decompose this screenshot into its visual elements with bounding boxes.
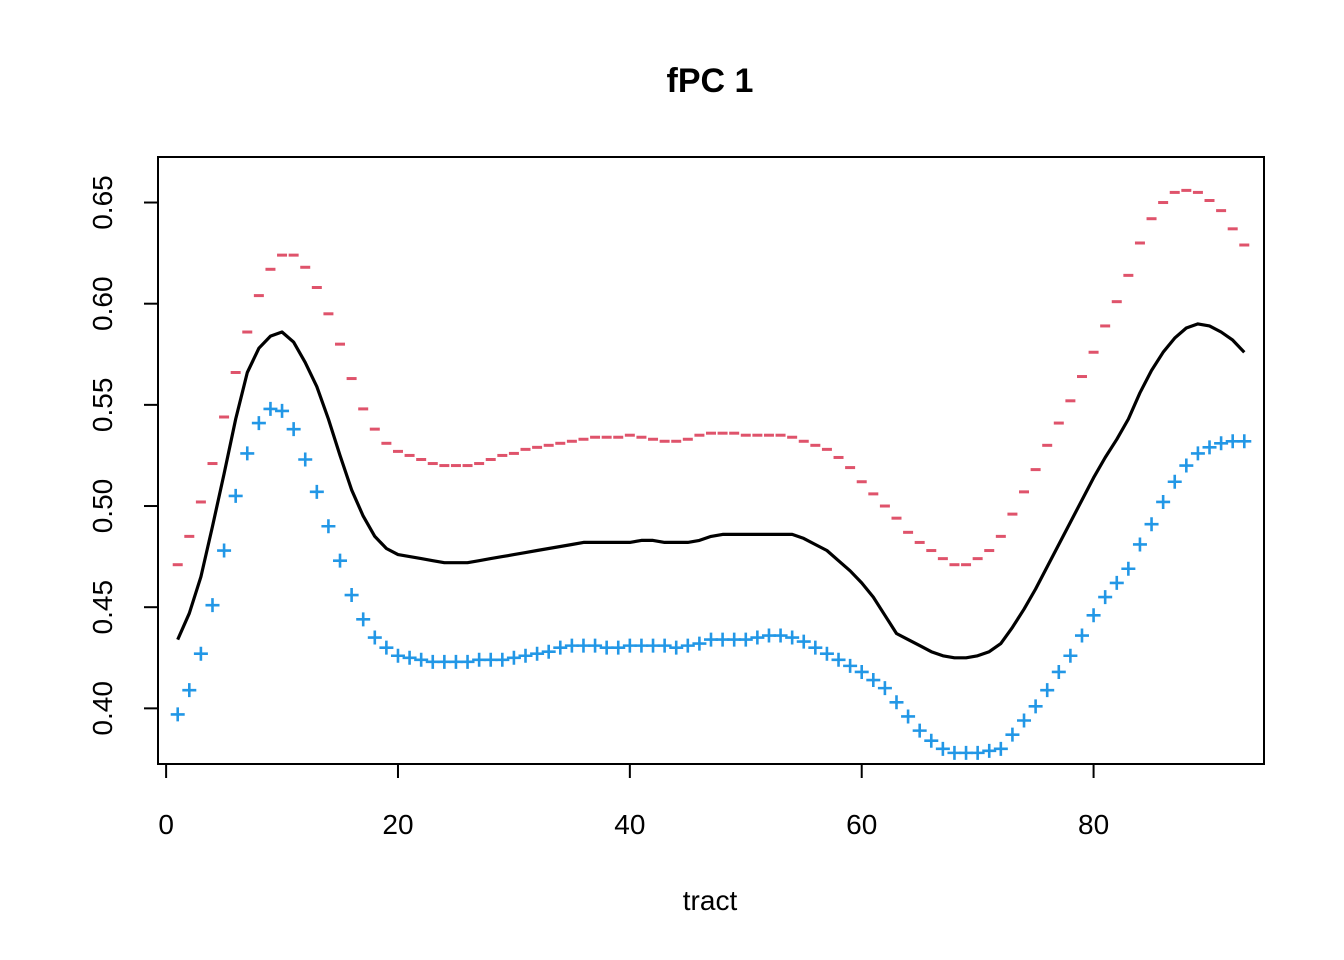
plus-point bbox=[1074, 628, 1089, 643]
plus-point bbox=[831, 652, 846, 667]
plus-point bbox=[1040, 683, 1055, 698]
plus-point bbox=[738, 632, 753, 647]
y-tick-label: 0.55 bbox=[87, 378, 118, 433]
plus-point bbox=[993, 741, 1008, 756]
plus-point bbox=[309, 484, 324, 499]
y-tick-label: 0.40 bbox=[87, 681, 118, 736]
plus-point bbox=[1098, 590, 1113, 605]
plus-point bbox=[240, 446, 255, 461]
plus-point bbox=[205, 598, 220, 613]
plus-point bbox=[344, 588, 359, 603]
plus-point bbox=[796, 634, 811, 649]
plus-point bbox=[1028, 699, 1043, 714]
plus-point bbox=[1237, 434, 1252, 449]
x-tick-label: 80 bbox=[1078, 809, 1109, 840]
y-tick-label: 0.50 bbox=[87, 479, 118, 534]
y-tick-label: 0.45 bbox=[87, 580, 118, 635]
plus-point bbox=[321, 519, 336, 534]
plus-point bbox=[518, 648, 533, 663]
x-tick-label: 40 bbox=[614, 809, 645, 840]
plus-point bbox=[379, 640, 394, 655]
x-axis-label: tract bbox=[683, 885, 738, 916]
chart-title: fPC 1 bbox=[667, 62, 754, 100]
plus-point bbox=[402, 650, 417, 665]
plus-point bbox=[1109, 575, 1124, 590]
plus-point bbox=[692, 636, 707, 651]
plus-point bbox=[843, 658, 858, 673]
plus-point bbox=[912, 723, 927, 738]
plus-point bbox=[414, 652, 429, 667]
x-tick-label: 20 bbox=[382, 809, 413, 840]
plus-point bbox=[275, 403, 290, 418]
plus-point bbox=[333, 553, 348, 568]
plus-point bbox=[1132, 537, 1147, 552]
plus-point bbox=[819, 646, 834, 661]
axes-layer: 0 20 40 60 80 0.40 0.45 0.50 0.55 0.60 0.65 bbox=[87, 175, 1109, 840]
plus-point bbox=[367, 630, 382, 645]
plus-point bbox=[1086, 608, 1101, 623]
plus-point bbox=[750, 630, 765, 645]
plus-point bbox=[866, 673, 881, 688]
plus-point bbox=[889, 695, 904, 710]
plus-point bbox=[356, 612, 371, 627]
plus-point bbox=[1005, 727, 1020, 742]
series-2 bbox=[170, 401, 1252, 760]
plus-point bbox=[877, 681, 892, 696]
plus-point bbox=[553, 640, 568, 655]
plus-point bbox=[228, 488, 243, 503]
plus-point bbox=[785, 630, 800, 645]
plus-point bbox=[773, 628, 788, 643]
plus-point bbox=[588, 638, 603, 653]
plus-point bbox=[182, 683, 197, 698]
plus-point bbox=[657, 638, 672, 653]
plus-point bbox=[1051, 664, 1066, 679]
plus-point bbox=[495, 652, 510, 667]
plus-point bbox=[982, 743, 997, 758]
plus-point bbox=[1156, 494, 1171, 509]
plus-point bbox=[170, 707, 185, 722]
series-0 bbox=[176, 322, 1246, 660]
y-tick-label: 0.65 bbox=[87, 175, 118, 230]
plus-point bbox=[460, 654, 475, 669]
plus-point bbox=[530, 646, 545, 661]
plus-point bbox=[390, 648, 405, 663]
plus-point bbox=[1179, 458, 1194, 473]
plus-point bbox=[217, 543, 232, 558]
series-layer bbox=[170, 188, 1252, 760]
plus-point bbox=[854, 664, 869, 679]
plus-point bbox=[263, 401, 278, 416]
plus-point bbox=[1017, 713, 1032, 728]
series-line bbox=[176, 322, 1246, 660]
plus-point bbox=[286, 422, 301, 437]
plus-point bbox=[611, 640, 626, 655]
plus-point bbox=[298, 452, 313, 467]
plus-point bbox=[901, 709, 916, 724]
plus-point bbox=[970, 745, 985, 760]
plus-point bbox=[1202, 440, 1217, 455]
y-tick-label: 0.60 bbox=[87, 276, 118, 331]
plus-point bbox=[808, 640, 823, 655]
plus-point bbox=[680, 638, 695, 653]
plus-point bbox=[1190, 446, 1205, 461]
plus-point bbox=[1144, 517, 1159, 532]
plus-point bbox=[506, 650, 521, 665]
plus-point bbox=[935, 741, 950, 756]
x-tick-label: 0 bbox=[158, 809, 174, 840]
plus-point bbox=[669, 640, 684, 655]
plus-point bbox=[193, 646, 208, 661]
plot-frame bbox=[157, 156, 1265, 765]
plus-point bbox=[251, 416, 266, 431]
plus-point bbox=[1063, 648, 1078, 663]
plus-point bbox=[1121, 561, 1136, 576]
plus-point bbox=[541, 644, 556, 659]
plus-point bbox=[924, 733, 939, 748]
series-1 bbox=[172, 188, 1250, 567]
plus-point bbox=[1167, 474, 1182, 489]
x-tick-label: 60 bbox=[846, 809, 877, 840]
plus-point bbox=[1214, 436, 1229, 451]
